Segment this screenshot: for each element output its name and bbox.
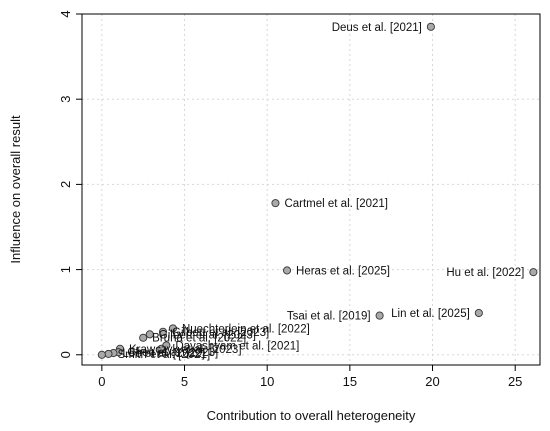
- x-tick-label: 25: [508, 374, 522, 389]
- x-tick-label: 15: [343, 374, 357, 389]
- data-point: [375, 311, 384, 320]
- point-labels: Deus et al. [2021] Cartmel et al. [2021] H…: [117, 22, 524, 361]
- plot-frame: [81, 13, 541, 366]
- data-point: [139, 333, 148, 342]
- point-label: Hu et al. [2022]: [446, 267, 524, 279]
- data-point: [529, 268, 538, 277]
- point-label: Deus et al. [2021]: [332, 22, 422, 34]
- data-point: [426, 22, 435, 31]
- y-tick-label: 4: [58, 10, 73, 17]
- y-axis-title: Influence on overall result: [8, 115, 23, 264]
- point-label: Bruna et al. [2022]: [152, 333, 246, 345]
- y-tick-label: 0: [58, 351, 73, 358]
- data-point: [271, 199, 280, 208]
- point-label: Chen et al. [2023]: [127, 347, 218, 359]
- point-label: Cartmel et al. [2021]: [284, 198, 388, 210]
- point-label: Nuechterlein et al. [2022]: [182, 323, 310, 335]
- point-label: Krawczyk et al. [2023]: [129, 344, 242, 356]
- y-tick-label: 2: [58, 181, 73, 188]
- data-point: [97, 350, 106, 359]
- x-tick-label: 5: [181, 374, 188, 389]
- data-point: [145, 330, 154, 339]
- point-label: Heras et al. [2025]: [296, 265, 390, 277]
- data-point: [168, 324, 177, 333]
- y-tick-label: 1: [58, 266, 73, 273]
- point-label: Smith et al. [2021]: [117, 349, 210, 361]
- x-tick-label: 20: [425, 374, 439, 389]
- data-point: [282, 266, 292, 275]
- axis-ticks: 0 5 10 15 20 25 0 1 2 3 4: [58, 10, 522, 389]
- data-points: [97, 22, 538, 359]
- x-tick-label: 0: [98, 374, 105, 389]
- point-label: Dayashyam et al. [2021]: [175, 340, 299, 352]
- point-label: Gilbert et al. [2023]: [172, 327, 269, 339]
- point-label: Lee et al. [2022]: [122, 348, 204, 360]
- data-point: [158, 327, 168, 336]
- x-axis-title: Contribution to overall heterogeneity: [207, 408, 416, 423]
- point-label: Lin et al. [2025]: [391, 308, 470, 320]
- data-point: [104, 349, 113, 358]
- data-point: [157, 344, 166, 353]
- point-label: Tsai et al. [2019]: [287, 311, 371, 323]
- point-label: Gilbert et al. [2023]: [159, 329, 256, 341]
- x-tick-label: 10: [260, 374, 274, 389]
- y-tick-label: 3: [58, 96, 73, 103]
- data-point: [474, 308, 483, 318]
